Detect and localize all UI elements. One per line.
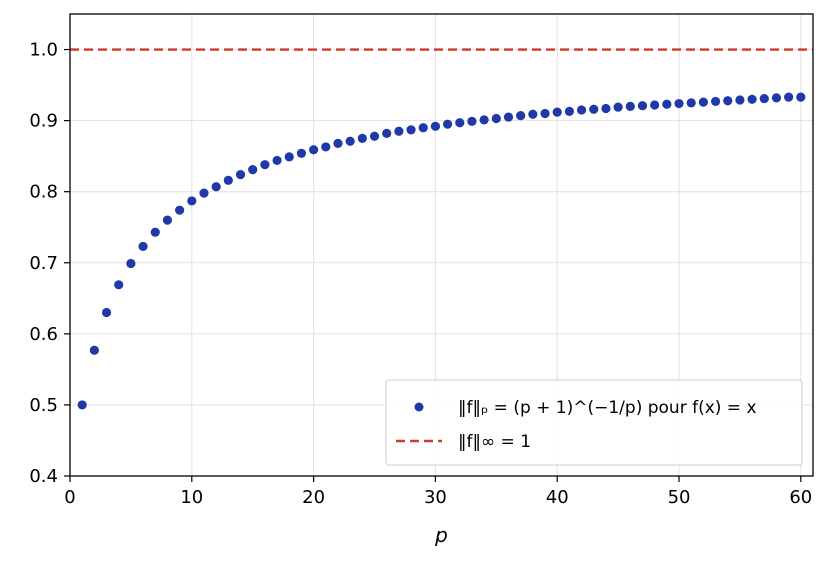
- data-point: [296, 148, 307, 158]
- data-point: [321, 142, 331, 152]
- data-point: [491, 113, 501, 124]
- data-point: [418, 123, 428, 133]
- data-point: [248, 165, 258, 175]
- y-tick-label: 0.6: [29, 324, 58, 345]
- data-point: [589, 104, 599, 114]
- data-point: [796, 92, 806, 102]
- data-point: [735, 95, 745, 105]
- data-point: [309, 145, 319, 155]
- data-point: [114, 280, 124, 290]
- data-point: [162, 215, 173, 225]
- data-point: [382, 128, 392, 139]
- data-point: [455, 118, 465, 128]
- x-tick-label: 50: [668, 487, 691, 508]
- y-tick-label: 0.4: [29, 466, 58, 487]
- data-point: [747, 94, 757, 104]
- x-tick-label: 30: [424, 487, 447, 508]
- data-point: [613, 102, 623, 112]
- y-tick-label: 0.5: [29, 395, 58, 416]
- x-tick-label: 60: [789, 487, 812, 508]
- data-point: [187, 196, 197, 206]
- data-point: [503, 112, 514, 122]
- data-point: [637, 101, 648, 111]
- data-point: [235, 170, 246, 180]
- data-point: [211, 182, 221, 192]
- data-point: [710, 96, 721, 107]
- legend-label-reference-line: ‖f‖∞ = 1: [458, 432, 531, 452]
- data-point: [662, 99, 672, 109]
- data-point: [723, 96, 733, 106]
- y-tick-label: 1.0: [29, 40, 58, 61]
- legend-marker-points: [414, 402, 424, 412]
- data-point: [601, 103, 611, 114]
- x-tick-label: 10: [180, 487, 203, 508]
- data-point: [552, 107, 562, 117]
- data-point: [576, 105, 587, 115]
- data-point: [540, 108, 550, 119]
- axis-ticks: 0 10 20 30 40 50 60 0.4 0.5 0.6 0.7 0.8 0.9 1.0: [29, 40, 812, 508]
- data-point: [345, 136, 355, 146]
- data-point: [442, 119, 453, 129]
- data-point: [126, 258, 136, 269]
- data-point: [89, 345, 99, 355]
- data-point: [467, 116, 477, 126]
- legend-label-points: ‖f‖ₚ = (p + 1)^(−1/p) pour f(x) = x: [458, 398, 757, 418]
- data-point: [199, 188, 209, 198]
- data-point: [150, 227, 160, 237]
- data-point: [138, 241, 148, 252]
- data-points: [77, 92, 806, 410]
- data-point: [650, 100, 660, 110]
- y-tick-label: 0.8: [29, 182, 58, 203]
- data-point: [369, 131, 380, 141]
- data-point: [406, 125, 416, 135]
- legend: ‖f‖ₚ = (p + 1)^(−1/p) pour f(x) = x ‖f‖∞…: [385, 379, 803, 466]
- data-point: [333, 138, 343, 148]
- data-point: [272, 155, 282, 166]
- plot-frame: [69, 13, 814, 477]
- legend-box: [385, 379, 803, 466]
- data-point: [175, 205, 185, 215]
- data-point: [528, 109, 538, 119]
- data-point: [394, 126, 404, 136]
- data-point: [784, 92, 794, 102]
- data-point: [771, 93, 782, 103]
- data-point: [260, 160, 270, 170]
- data-point: [625, 101, 635, 111]
- data-point: [516, 111, 526, 121]
- x-tick-label: 0: [64, 487, 75, 508]
- data-point: [674, 98, 684, 109]
- x-tick-label: 40: [546, 487, 569, 508]
- data-point: [686, 98, 696, 108]
- data-point: [759, 93, 769, 104]
- data-point: [564, 106, 574, 116]
- y-tick-label: 0.9: [29, 111, 58, 132]
- data-point: [479, 115, 489, 125]
- x-tick-label: 20: [302, 487, 325, 508]
- y-tick-label: 0.7: [29, 253, 58, 274]
- data-point: [101, 307, 112, 318]
- x-axis-label: p: [434, 523, 448, 547]
- data-point: [698, 97, 708, 107]
- data-point: [430, 121, 441, 131]
- data-point: [284, 152, 294, 162]
- data-point: [77, 400, 87, 410]
- data-point: [223, 175, 233, 185]
- data-point: [357, 133, 367, 143]
